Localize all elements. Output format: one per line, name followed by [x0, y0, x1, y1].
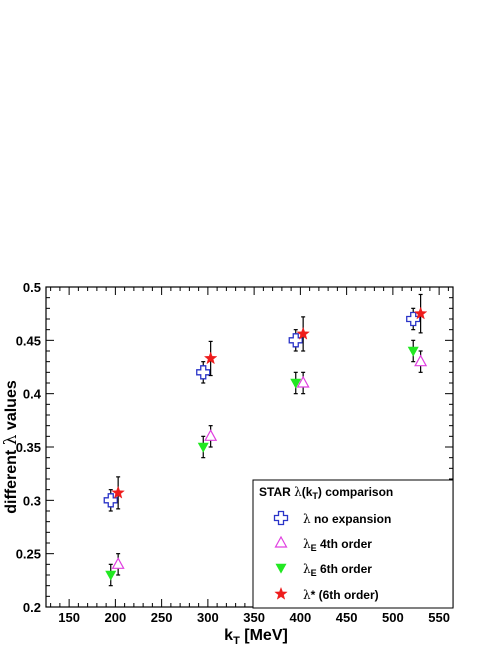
- y-tick-label: 0.35: [16, 440, 41, 455]
- point-no_exp: [196, 365, 211, 380]
- point-no_exp: [406, 311, 421, 327]
- x-axis-ticks: 150 200 250 300 350 400 450 500 550: [50, 287, 450, 625]
- legend: STAR λ(kT) comparison λ no expansion λE …: [252, 479, 454, 609]
- point-star6: [203, 351, 218, 365]
- point-e4: [111, 557, 125, 569]
- point-no_exp: [288, 333, 303, 348]
- legend-entry-no-expansion: λ no expansion: [303, 512, 391, 526]
- legend-entry-lambda-e-6th: λE 6th order: [303, 562, 372, 578]
- x-tick-label: 300: [197, 610, 219, 625]
- x-tick-label: 250: [151, 610, 173, 625]
- x-tick-label: 450: [336, 610, 358, 625]
- x-tick-label: 500: [382, 610, 404, 625]
- y-tick-label: 0.25: [16, 547, 41, 562]
- y-tick-label: 0.2: [23, 600, 41, 615]
- x-tick-label: 350: [243, 610, 265, 625]
- legend-title: STAR λ(kT) comparison: [259, 485, 393, 501]
- x-tick-label: 200: [105, 610, 127, 625]
- y-tick-label: 0.3: [23, 493, 41, 508]
- point-e6: [105, 570, 117, 581]
- x-tick-label: 550: [428, 610, 450, 625]
- point-e6: [290, 378, 302, 389]
- legend-marker-icon-e4: [274, 535, 288, 548]
- point-e4: [296, 375, 310, 388]
- legend-marker-icon-star6: [274, 586, 288, 600]
- point-no_exp: [103, 493, 118, 508]
- legend-marker-lambda-e-4th: [274, 535, 288, 548]
- legend-box: [252, 479, 454, 609]
- point-star6: [111, 485, 125, 499]
- x-tick-label: 400: [290, 610, 312, 625]
- y-axis-title: different λ values: [1, 380, 21, 514]
- x-axis-title: kT [MeV]: [224, 627, 288, 645]
- legend-marker-lambda-star-6th: [274, 586, 288, 600]
- point-e4: [414, 354, 428, 367]
- x-tick-label: 150: [58, 610, 80, 625]
- legend-entry-lambda-star-6th: λ* (6th order): [303, 588, 379, 602]
- legend-marker-no-expansion: [273, 510, 289, 526]
- legend-marker-icon-e6: [275, 563, 287, 574]
- point-e6: [407, 346, 419, 357]
- data-points: [103, 293, 428, 587]
- y-tick-label: 0.45: [16, 333, 41, 348]
- y-tick-label: 0.5: [23, 280, 41, 295]
- point-star6: [413, 306, 428, 320]
- point-e4: [204, 429, 218, 441]
- legend-entry-lambda-e-4th: λE 4th order: [303, 537, 372, 553]
- y-tick-label: 0.4: [23, 387, 42, 402]
- legend-marker-lambda-e-6th: [275, 563, 287, 574]
- legend-marker-icon-no_exp: [273, 510, 289, 526]
- point-e6: [197, 442, 209, 453]
- point-star6: [296, 326, 310, 340]
